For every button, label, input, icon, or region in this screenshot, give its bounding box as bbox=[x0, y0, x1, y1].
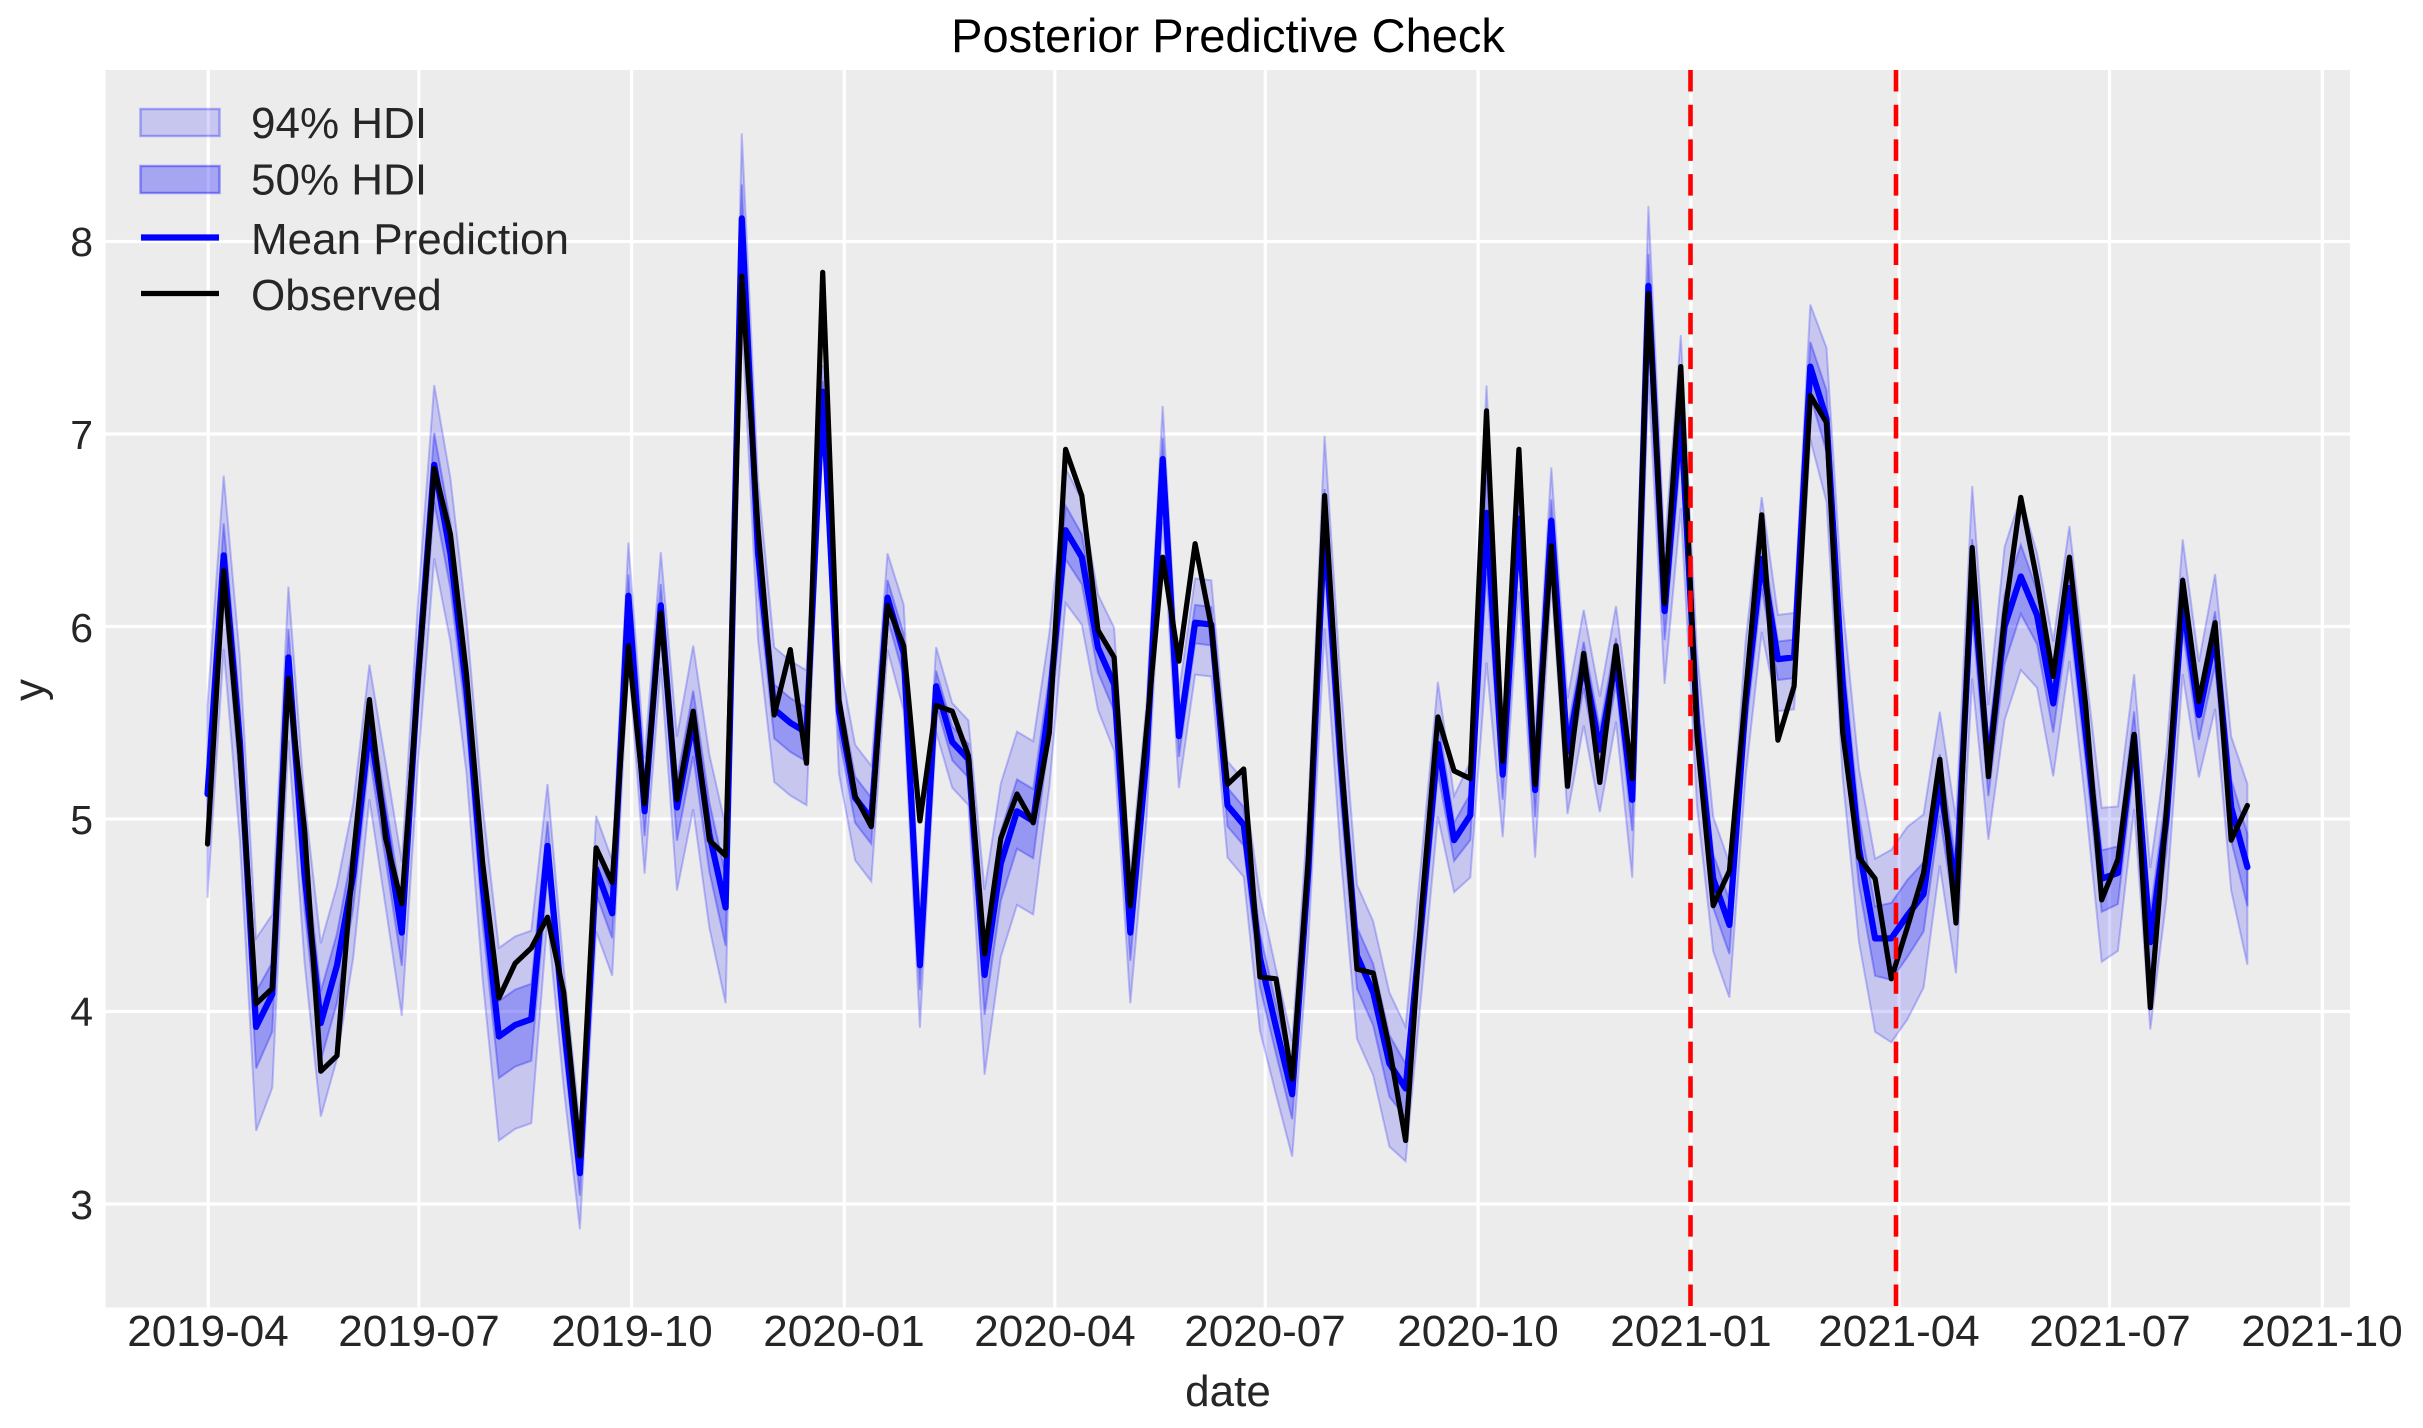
svg-text:2021-01: 2021-01 bbox=[1610, 1307, 1771, 1356]
svg-text:Observed: Observed bbox=[251, 271, 442, 320]
svg-text:Mean Prediction: Mean Prediction bbox=[251, 215, 569, 264]
svg-text:date: date bbox=[1185, 1367, 1271, 1416]
svg-text:50% HDI: 50% HDI bbox=[251, 156, 427, 205]
svg-text:8: 8 bbox=[70, 219, 93, 265]
svg-text:2021-04: 2021-04 bbox=[1818, 1307, 1979, 1356]
svg-text:2019-04: 2019-04 bbox=[127, 1307, 288, 1356]
svg-text:4: 4 bbox=[70, 989, 93, 1035]
svg-text:7: 7 bbox=[70, 412, 93, 458]
svg-text:6: 6 bbox=[70, 605, 93, 651]
svg-text:y: y bbox=[5, 679, 54, 701]
svg-text:2020-10: 2020-10 bbox=[1397, 1307, 1558, 1356]
svg-text:2020-07: 2020-07 bbox=[1184, 1307, 1345, 1356]
svg-text:Posterior Predictive Check: Posterior Predictive Check bbox=[951, 9, 1505, 62]
svg-text:2021-07: 2021-07 bbox=[2029, 1307, 2190, 1356]
svg-text:2021-10: 2021-10 bbox=[2241, 1307, 2402, 1356]
svg-text:2020-04: 2020-04 bbox=[974, 1307, 1135, 1356]
svg-text:2019-10: 2019-10 bbox=[551, 1307, 712, 1356]
svg-text:2020-01: 2020-01 bbox=[763, 1307, 924, 1356]
svg-text:5: 5 bbox=[70, 797, 93, 843]
svg-text:94% HDI: 94% HDI bbox=[251, 99, 427, 148]
svg-text:3: 3 bbox=[70, 1182, 93, 1228]
svg-text:2019-07: 2019-07 bbox=[338, 1307, 499, 1356]
